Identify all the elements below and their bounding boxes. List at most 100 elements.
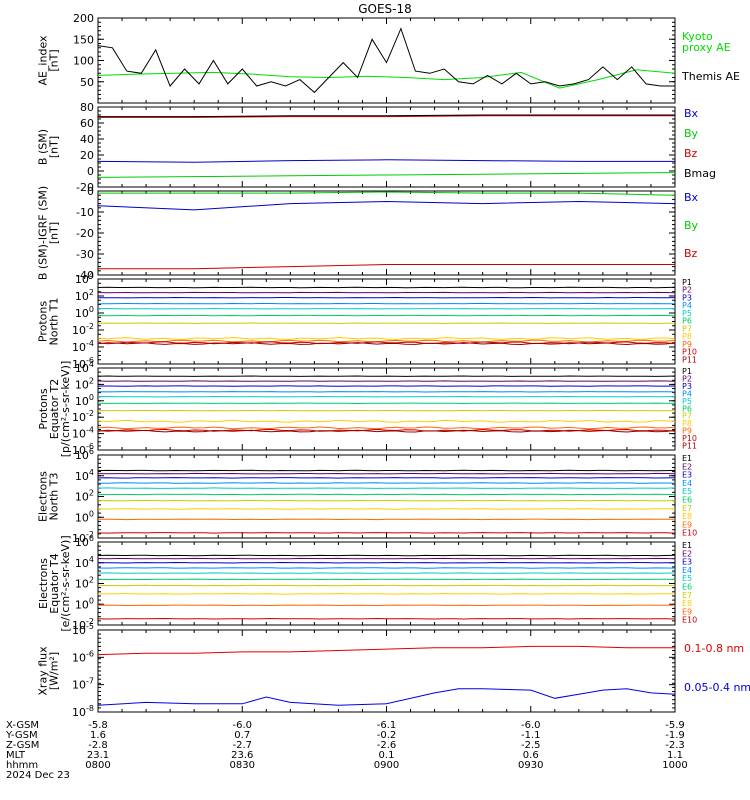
legend-label: Bz: [684, 247, 698, 260]
x-axis-tick-value: -6.0: [521, 720, 541, 731]
legend-label: P2: [682, 374, 692, 383]
legend-label: P11: [682, 442, 697, 451]
y-tick-label: -40: [76, 269, 94, 282]
series-line-e9: [97, 518, 676, 521]
panel-3: -40 -30 -20 -10 0 B (SM)-IGRF (SM)[nT] Bx By Bz: [37, 185, 699, 282]
x-axis-row-label: Z-GSM: [6, 740, 39, 751]
y-tick-label: 100: [75, 305, 94, 320]
x-axis-tick-value: -1.9: [665, 730, 685, 741]
y-tick-label: 102: [75, 576, 94, 591]
y-tick-label: 10-2: [72, 617, 94, 632]
y-axis-label: North T1: [48, 298, 61, 346]
legend-label: E5: [682, 487, 692, 496]
series-line-e8: [97, 593, 676, 595]
legend-label: P1: [682, 367, 692, 376]
series-line-e1: [97, 554, 676, 557]
x-axis-tick-value: 0.6: [523, 750, 539, 761]
y-tick-label: -20: [76, 227, 94, 240]
x-axis-tick-value: -5.9: [665, 720, 685, 731]
y-axis-label: Equator T2: [48, 379, 61, 439]
legend-label: P5: [682, 397, 692, 406]
series-line-p9: [97, 339, 676, 343]
legend-label: E10: [682, 529, 697, 538]
y-axis-label: [e/(cm²-s-sr-keV)]: [59, 535, 72, 631]
x-axis-row-label: MLT: [6, 750, 26, 761]
y-tick-label: 102: [75, 489, 94, 504]
legend-label: E8: [682, 512, 692, 521]
x-axis-tick-value: -6.0: [232, 720, 252, 731]
legend-label: E7: [682, 504, 692, 513]
y-tick-label: 10-8: [72, 704, 94, 719]
legend-label: E8: [682, 599, 692, 608]
y-tick-label: 150: [73, 33, 94, 46]
y-axis-label: [p/(cm²-s-sr-keV)]: [59, 361, 72, 458]
legend-label: E4: [682, 479, 692, 488]
x-axis-tick-value: 0.7: [234, 730, 250, 741]
legend-label: E4: [682, 566, 692, 575]
legend-label: By: [684, 219, 699, 232]
y-tick-label: 104: [75, 360, 94, 375]
legend-label: E3: [682, 558, 692, 567]
y-tick-label: 10-2: [72, 409, 94, 424]
series-line-bz: [98, 264, 675, 270]
legend-label: E2: [682, 549, 692, 558]
series-line-e3: [97, 477, 676, 479]
y-tick-label: 104: [75, 271, 94, 286]
series-line-e6: [97, 493, 676, 496]
y-axis-label: B (SM): [37, 129, 50, 165]
y-tick-label: 106: [75, 534, 94, 549]
x-axis-tick-value: 1.6: [90, 730, 106, 741]
legend-label: Bmag: [684, 167, 716, 180]
series-line-bz: [98, 115, 675, 118]
y-tick-label: 106: [75, 447, 94, 462]
legend-label: P1: [682, 278, 692, 287]
y-axis-label: Electrons: [37, 471, 50, 522]
legend-label: E7: [682, 591, 692, 600]
legend-label: proxy AE: [682, 41, 731, 54]
y-tick-label: 100: [75, 509, 94, 524]
legend-label: Bx: [684, 191, 699, 204]
y-axis-label: Protons: [37, 301, 50, 342]
legend-label: E10: [682, 616, 697, 625]
legend-label: Themis AE: [681, 70, 740, 83]
legend-label: P8: [682, 332, 692, 341]
y-axis-label: [nT]: [48, 136, 61, 158]
legend-label: E6: [682, 496, 692, 505]
legend-label: P6: [682, 317, 692, 326]
series-line-by: [98, 191, 676, 196]
legend-label: Bz: [684, 147, 698, 160]
panel-frame: [97, 278, 676, 365]
y-tick-label: 10-4: [72, 426, 94, 441]
y-tick-label: 40: [80, 133, 94, 146]
series-line-p8: [97, 419, 676, 423]
series-line-e5: [97, 572, 676, 574]
y-tick-label: 10-2: [72, 322, 94, 337]
x-axis-tick-value: -5.8: [88, 720, 108, 731]
legend-label: P8: [682, 419, 692, 428]
y-axis-label: Equator T4: [48, 553, 61, 613]
series-line-e4: [97, 482, 676, 484]
x-axis-tick-value: -2.7: [232, 740, 252, 751]
series-line-p11: [97, 429, 676, 433]
legend-label: P3: [682, 293, 692, 302]
y-tick-label: 50: [80, 76, 94, 89]
legend-label: P9: [682, 427, 692, 436]
legend-label: P6: [682, 404, 692, 413]
y-tick-label: 100: [75, 596, 94, 611]
legend-label: P7: [682, 324, 692, 333]
legend-label: E3: [682, 471, 692, 480]
x-axis-tick-value: 0800: [85, 760, 110, 771]
series-line-bmag: [98, 114, 675, 118]
y-tick-label: 200: [73, 12, 94, 25]
series-line-e10: [97, 617, 676, 620]
legend-label: Bx: [684, 107, 699, 120]
series-line-kyoto-proxy-ae: [97, 69, 676, 89]
legend-label: P10: [682, 434, 697, 443]
x-axis-tick-value: -2.6: [377, 740, 397, 751]
y-axis-label: [W/m²]: [48, 652, 61, 690]
legend-label: P7: [682, 412, 692, 421]
